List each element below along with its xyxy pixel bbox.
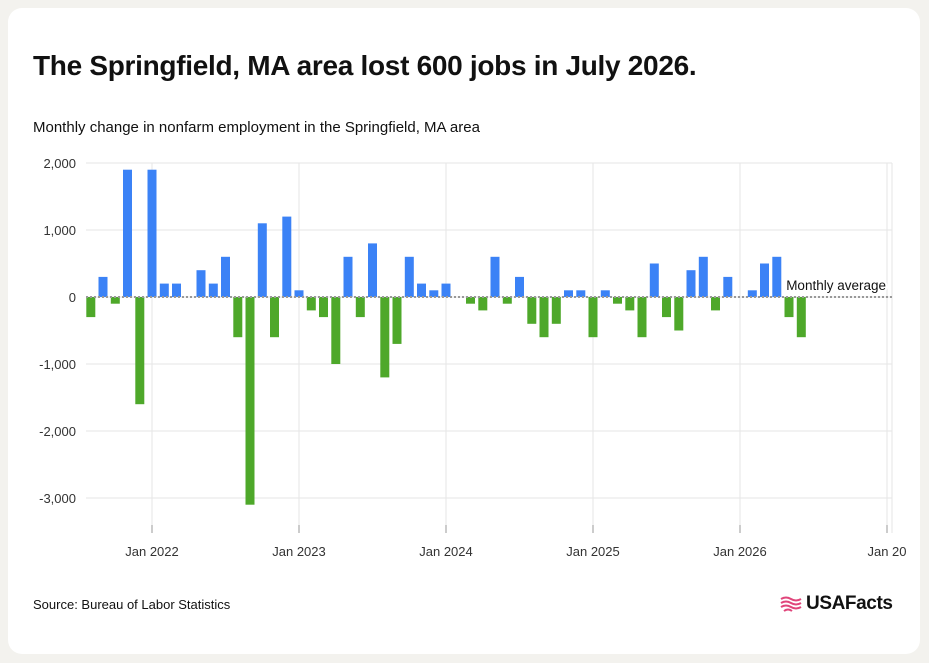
bar-2022-08 (233, 297, 243, 338)
bar-2025-07 (662, 297, 671, 318)
bar-2024-09 (539, 297, 549, 338)
x-tick-label: Jan 2022 (125, 544, 179, 559)
chart-subtitle: Monthly change in nonfarm employment in … (33, 119, 480, 136)
bar-2023-03 (319, 297, 328, 318)
x-tick-label: Jan 2026 (713, 544, 767, 559)
bar-2024-05 (490, 256, 500, 297)
bar-2026-04 (772, 256, 782, 297)
bar-2024-10 (551, 297, 561, 324)
bar-2025-11 (711, 297, 720, 311)
bar-2023-12 (429, 290, 439, 297)
bar-2024-04 (478, 297, 488, 311)
bar-2023-04 (331, 297, 341, 364)
bar-2025-06 (649, 263, 659, 297)
y-tick-label: -2,000 (39, 424, 76, 439)
bar-2024-08 (527, 297, 537, 324)
x-tick-label: Jan 20 (867, 544, 906, 559)
bar-2026-06 (796, 297, 806, 338)
bar-2023-09 (392, 297, 402, 344)
bar-2024-03 (466, 297, 475, 304)
x-tick-label: Jan 2024 (419, 544, 473, 559)
bar-2023-07 (368, 243, 377, 297)
bar-2022-11 (270, 297, 279, 338)
bar-2024-07 (515, 276, 524, 297)
bar-2024-01 (441, 283, 451, 297)
bar-2022-05 (196, 270, 206, 297)
bar-2025-08 (674, 297, 684, 331)
bar-2025-01 (588, 297, 598, 338)
bar-2021-09 (98, 276, 108, 297)
bar-2024-12 (576, 290, 586, 297)
bar-2025-12 (723, 276, 733, 297)
bar-2023-05 (343, 256, 353, 297)
source-note: Source: Bureau of Labor Statistics (33, 597, 231, 612)
bar-2022-09 (245, 297, 255, 505)
bar-2023-11 (417, 283, 426, 297)
bar-2021-11 (123, 169, 132, 297)
bar-2021-12 (135, 297, 145, 405)
flag-icon (780, 596, 802, 612)
chart-title: The Springfield, MA area lost 600 jobs i… (33, 50, 697, 81)
bar-2026-05 (784, 297, 794, 318)
y-tick-label: 0 (69, 290, 76, 305)
bar-2023-08 (380, 297, 390, 378)
axis-labels: 2,000 1,000 0 -1,000 -2,000 -3,000 Jan 2022 Jan… (39, 156, 906, 559)
bar-2022-01 (147, 169, 157, 297)
y-tick-label: 2,000 (43, 156, 76, 171)
y-tick-label: 1,000 (43, 223, 76, 238)
bar-2025-04 (625, 297, 635, 311)
grid-lines (86, 162, 893, 533)
bar-2022-02 (159, 283, 169, 297)
usafacts-logo[interactable]: USAFacts (780, 593, 893, 615)
bar-2021-10 (110, 297, 120, 304)
monthly-average-label: Monthly average (786, 278, 886, 293)
bar-2025-09 (686, 270, 696, 297)
bar-2025-05 (637, 297, 647, 338)
x-tick-label: Jan 2023 (272, 544, 326, 559)
x-tick-label: Jan 2025 (566, 544, 620, 559)
bar-2023-10 (404, 256, 414, 297)
chart-card (8, 8, 920, 654)
bar-2023-01 (294, 290, 304, 297)
bar-2022-07 (221, 256, 230, 297)
bar-2023-06 (355, 297, 365, 318)
bar-2026-03 (760, 263, 769, 297)
y-tick-label: -3,000 (39, 491, 76, 506)
bar-2022-06 (208, 283, 218, 297)
y-tick-label: -1,000 (39, 357, 76, 372)
bar-2023-02 (306, 297, 316, 311)
bars (86, 169, 892, 505)
bar-2021-08 (86, 297, 96, 318)
bar-2026-02 (747, 290, 757, 297)
bar-2022-12 (282, 216, 292, 297)
bar-2022-10 (257, 223, 267, 297)
logo-text: USAFacts (806, 593, 893, 614)
bar-2025-10 (698, 256, 708, 297)
bar-2025-03 (613, 297, 622, 304)
bar-2022-03 (172, 283, 181, 297)
bar-2024-06 (502, 297, 512, 304)
bar-2025-02 (600, 290, 610, 297)
bar-2024-11 (564, 290, 573, 297)
